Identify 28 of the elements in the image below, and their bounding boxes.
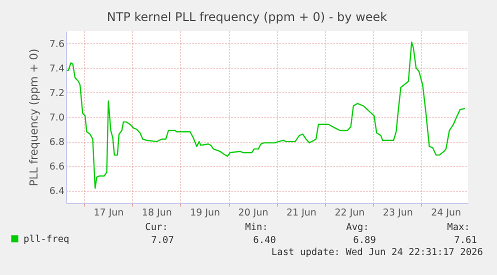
- x-tick-label: 19 Jun: [190, 208, 220, 218]
- text: Min:: [245, 222, 268, 233]
- line-series: [66, 41, 466, 189]
- y-tick-label: 7.0: [49, 112, 64, 124]
- text: Cur:: [145, 222, 168, 233]
- text: 6.40: [253, 235, 276, 246]
- x-tick-label: 20 Jun: [238, 208, 268, 218]
- x-tick-label: 22 Jun: [334, 208, 365, 218]
- y-tick-label: 7.6: [49, 38, 64, 50]
- x-tick-label: 24 Jun: [431, 208, 462, 218]
- text: 7.61: [454, 235, 477, 246]
- y-tick-label: 7.2: [49, 88, 64, 99]
- text: Max:: [447, 222, 470, 233]
- y-tick-label: 6.4: [49, 186, 64, 198]
- text: Last update: Wed Jun 24 22:31:17 2026: [271, 247, 483, 258]
- text: 7.07: [151, 235, 174, 246]
- chart-title: NTP kernel PLL frequency (ppm + 0) - by week: [106, 10, 388, 24]
- x-tick-label: 23 Jun: [382, 208, 413, 218]
- y-tick-label: 7.4: [49, 63, 64, 74]
- x-tick-label: 18 Jun: [142, 208, 172, 218]
- text: 6.89: [353, 235, 376, 246]
- legend-label: pll-freq: [24, 234, 70, 245]
- text: Avg:: [346, 222, 369, 233]
- y-tick-label: 6.6: [49, 162, 64, 173]
- x-tick-label: 17 Jun: [94, 208, 124, 218]
- y-axis-title: PLL frequency (ppm + 0): [27, 48, 40, 186]
- y-tick-label: 6.8: [49, 137, 64, 148]
- x-tick-label: 21 Jun: [286, 208, 316, 218]
